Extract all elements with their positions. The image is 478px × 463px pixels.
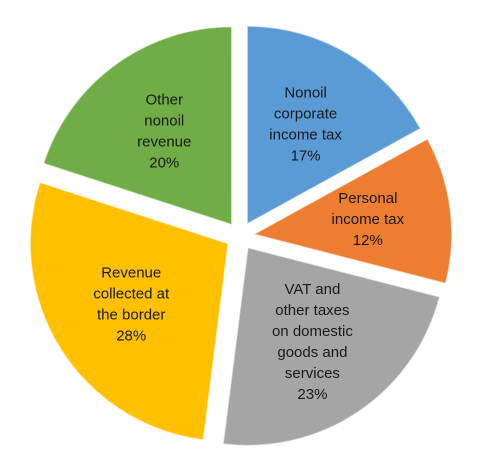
pie-slice: [42, 25, 233, 226]
slice-category: Revenue collected at the border: [93, 265, 170, 324]
slice-category-line: on domestic: [272, 323, 353, 340]
slice-category-line: income tax: [269, 127, 342, 144]
slice-category-line: collected at: [93, 286, 170, 303]
slice-category-line: other taxes: [275, 302, 349, 319]
slice-value-label: 20%: [149, 154, 179, 171]
slice-category-line: revenue: [137, 133, 191, 150]
slice-label: Personal income tax 12%: [332, 190, 405, 249]
slice-category: Personal income tax: [332, 190, 405, 228]
slice-category-line: Nonoil: [284, 85, 327, 102]
slice-value-label: 28%: [116, 328, 146, 345]
slice-category-line: corporate: [274, 106, 337, 123]
slice-label: Revenue collected at the border 28%: [93, 265, 170, 345]
slice-category: VAT and other taxes on domestic goods and se…: [272, 281, 353, 382]
pie-slice: [222, 246, 441, 447]
slice-value-label: 17%: [291, 148, 321, 165]
slice-value-label: 23%: [297, 386, 327, 403]
slice-category-line: the border: [97, 307, 165, 324]
slice-label: VAT and other taxes on domestic goods and se…: [272, 281, 353, 403]
slice-category-line: VAT and: [284, 281, 340, 298]
slice-category: Other nonoil revenue: [137, 91, 191, 150]
slice-value-label: 12%: [353, 232, 383, 249]
slice-category: Nonoil corporate income tax: [269, 85, 342, 144]
pie-slice: [251, 137, 453, 285]
slice-category-line: nonoil: [144, 112, 184, 129]
slice-category-line: Personal: [338, 190, 397, 207]
slice-category-line: services: [285, 365, 340, 382]
slice-category-line: Revenue: [101, 265, 161, 282]
pie-slice: [246, 25, 422, 226]
slice-label: Other nonoil revenue 20%: [137, 91, 191, 171]
slice-category-line: Other: [146, 91, 184, 108]
pie-slice: [29, 181, 230, 441]
slice-category-line: goods and: [277, 344, 347, 361]
slice-category-line: income tax: [332, 211, 405, 228]
slice-label: Nonoil corporate income tax 17%: [269, 85, 342, 165]
